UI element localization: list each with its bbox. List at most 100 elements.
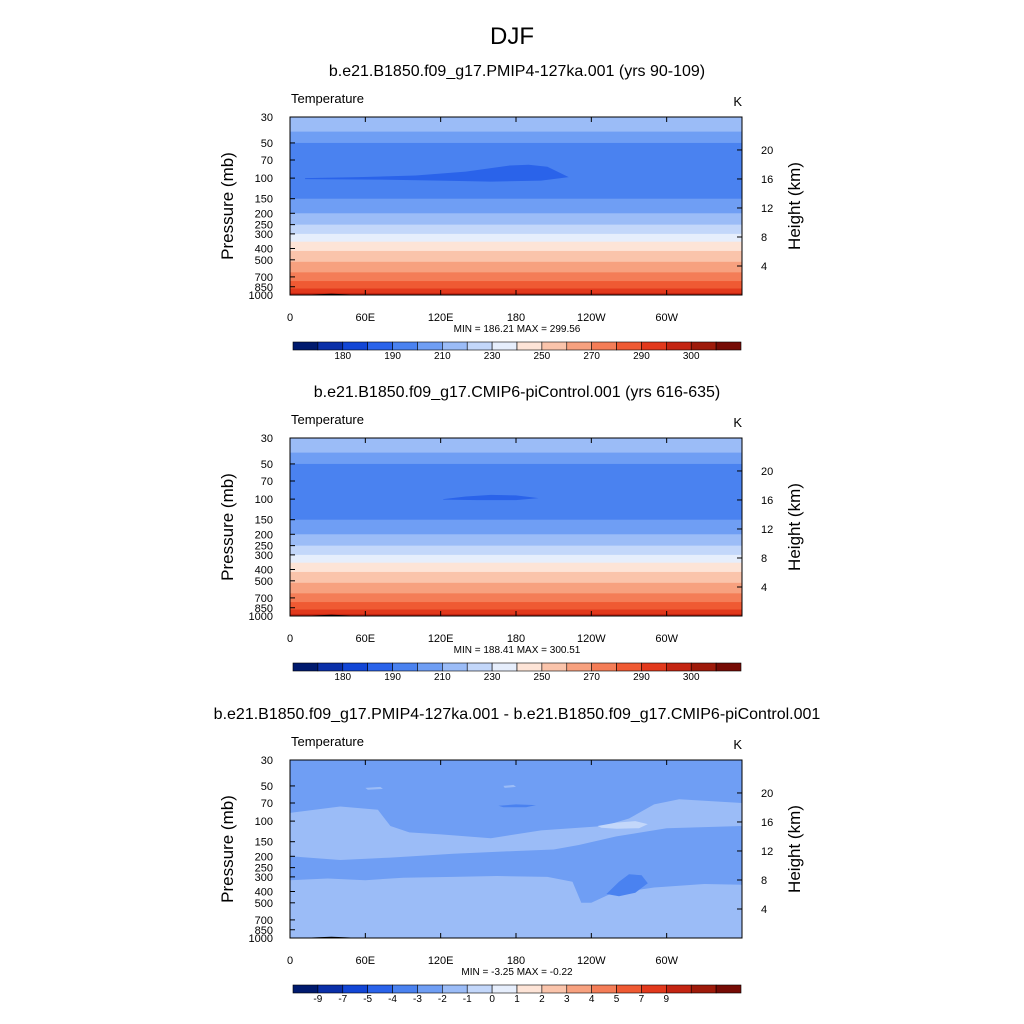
- panel-title: b.e21.B1850.f09_g17.PMIP4-127ka.001 - b.…: [214, 706, 821, 723]
- y2-tick-label: 12: [761, 524, 773, 536]
- y-tick-label: 850: [255, 925, 273, 937]
- contour-region: [651, 929, 663, 931]
- contour-band: [290, 582, 742, 594]
- colorbar-label: 230: [484, 672, 501, 683]
- colorbar-label: 4: [589, 994, 595, 1005]
- y-tick-label: 70: [261, 155, 273, 167]
- colorbar-swatch: [342, 984, 368, 994]
- x-tick-label: 180: [507, 312, 525, 324]
- contour-band: [290, 438, 742, 454]
- x-tick-label: 60W: [655, 312, 678, 324]
- y-tick-label: 1000: [249, 611, 273, 623]
- colorbar-swatch: [690, 341, 717, 351]
- colorbar-swatch: [392, 984, 418, 994]
- contour-region: [597, 821, 648, 829]
- colorbar-swatch: [715, 341, 742, 351]
- y-axis-title: Pressure (mb): [218, 473, 237, 581]
- colorbar-swatch: [541, 662, 568, 672]
- contour-band: [290, 463, 742, 521]
- y-tick-label: 100: [255, 173, 273, 185]
- colorbar-swatch: [516, 341, 543, 351]
- contour-band: [290, 571, 742, 584]
- colorbar: 180 190 210 230 250 270 290 300: [292, 662, 742, 683]
- colorbar-swatch: [292, 341, 319, 351]
- x-tick-label: 60E: [356, 633, 376, 645]
- contour-field: [290, 760, 742, 938]
- y-tick-label: 150: [255, 837, 273, 849]
- colorbar-swatch: [690, 984, 717, 994]
- colorbar-label: -5: [363, 994, 372, 1005]
- colorbar-swatch: [342, 341, 368, 351]
- y-tick-label: 700: [255, 593, 273, 605]
- x-tick-label: 60E: [356, 955, 376, 967]
- contour-band: [290, 213, 742, 226]
- colorbar-swatch: [466, 662, 493, 672]
- colorbar-swatch: [641, 984, 667, 994]
- contour-band: [290, 452, 742, 465]
- y-tick-label: 150: [255, 515, 273, 527]
- y2-tick-label: 8: [761, 875, 767, 887]
- y-axis-title: Pressure (mb): [218, 152, 237, 260]
- y-tick-label: 30: [261, 755, 273, 767]
- colorbar-swatch: [541, 341, 568, 351]
- y2-axis-title: Height (km): [785, 483, 804, 571]
- colorbar-swatch: [417, 341, 443, 351]
- contour-region: [503, 784, 516, 788]
- colorbar-label: 1: [514, 994, 520, 1005]
- colorbar-swatch: [641, 662, 667, 672]
- colorbar-label: -7: [338, 994, 347, 1005]
- y-tick-label: 500: [255, 255, 273, 267]
- colorbar-swatch: [466, 984, 493, 994]
- x-tick-label: 60E: [356, 312, 376, 324]
- colorbar-label: 300: [683, 672, 700, 683]
- contour-band: [290, 519, 742, 535]
- colorbar-label: 270: [583, 351, 600, 362]
- colorbar-label: 9: [664, 994, 670, 1005]
- panel-title: b.e21.B1850.f09_g17.CMIP6-piControl.001 …: [314, 384, 720, 401]
- y2-axis-title: Height (km): [785, 162, 804, 250]
- y-tick-label: 250: [255, 220, 273, 232]
- colorbar-swatch: [491, 984, 518, 994]
- y-tick-label: 300: [255, 550, 273, 562]
- x-tick-label: 60W: [655, 633, 678, 645]
- variable-label: Temperature: [291, 734, 364, 749]
- colorbar-swatch: [317, 984, 344, 994]
- colorbar-label: 180: [334, 351, 351, 362]
- colorbar-label: 300: [683, 351, 700, 362]
- contour-band: [290, 554, 742, 564]
- y-tick-label: 250: [255, 863, 273, 875]
- colorbar-swatch: [715, 662, 742, 672]
- contour-band: [290, 534, 742, 547]
- units-label: K: [733, 94, 742, 109]
- colorbar-swatch: [317, 341, 344, 351]
- x-tick-label: 120W: [577, 312, 606, 324]
- colorbar-label: -4: [388, 994, 397, 1005]
- colorbar-swatch: [690, 662, 717, 672]
- colorbar-swatch: [616, 984, 642, 994]
- y-tick-label: 700: [255, 272, 273, 284]
- y2-tick-label: 4: [761, 904, 767, 916]
- y-tick-label: 1000: [249, 933, 273, 945]
- colorbar-swatch: [417, 662, 443, 672]
- colorbar-label: 0: [489, 994, 495, 1005]
- colorbar-swatch: [491, 341, 518, 351]
- colorbar-swatch: [566, 341, 592, 351]
- colorbar-swatch: [367, 984, 393, 994]
- x-tick-label: 120E: [428, 955, 454, 967]
- y-tick-label: 150: [255, 194, 273, 206]
- colorbar-label: 7: [639, 994, 645, 1005]
- y2-tick-label: 20: [761, 145, 773, 157]
- contour-region: [305, 924, 326, 926]
- contour-band: [290, 593, 742, 603]
- y-tick-label: 70: [261, 798, 273, 810]
- colorbar-swatch: [442, 341, 468, 351]
- contour-band: [290, 250, 742, 263]
- y2-tick-label: 16: [761, 817, 773, 829]
- x-tick-label: 0: [287, 312, 293, 324]
- contour-region: [498, 804, 537, 808]
- colorbar-label: 190: [384, 351, 401, 362]
- contour-region: [365, 786, 383, 790]
- main-title: DJF: [490, 23, 534, 50]
- colorbar-swatch: [516, 662, 543, 672]
